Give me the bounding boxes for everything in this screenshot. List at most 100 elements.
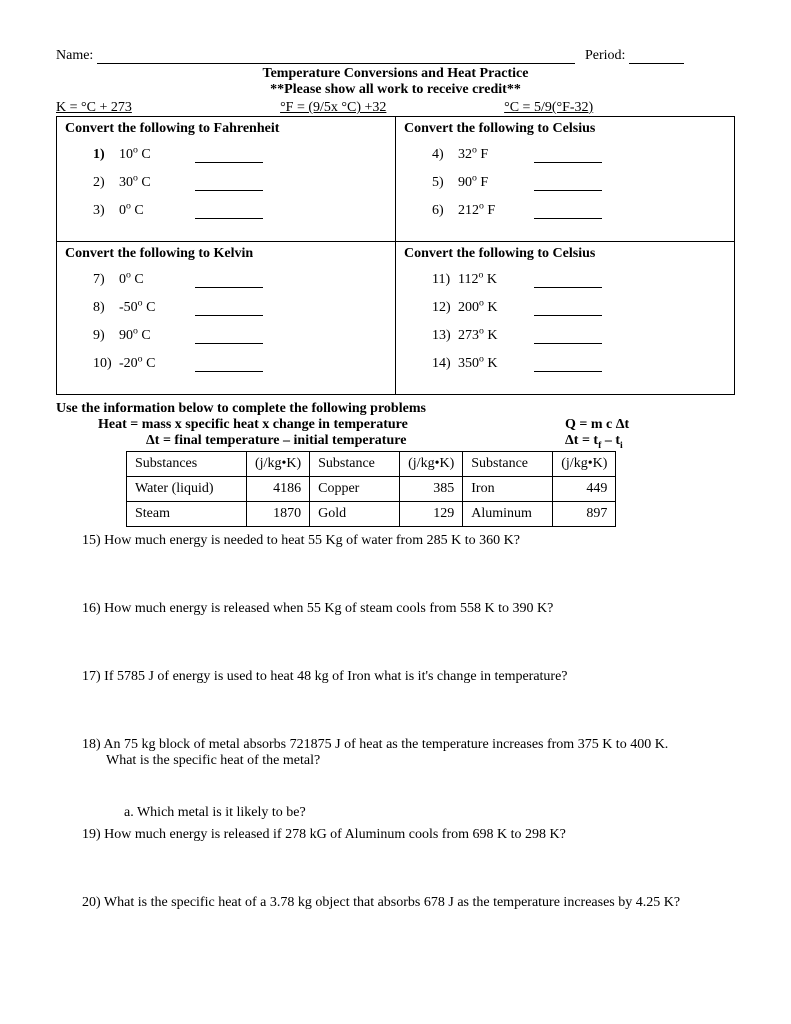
heat-eq2-left: Δt = final temperature – initial tempera… bbox=[146, 433, 565, 449]
head-fahrenheit: Convert the following to Fahrenheit bbox=[65, 121, 387, 137]
conversion-table: Convert the following to Fahrenheit 1)10… bbox=[56, 116, 735, 395]
answer-blank[interactable] bbox=[534, 358, 602, 372]
answer-blank[interactable] bbox=[534, 302, 602, 316]
sh-h3b: (j/kg•K) bbox=[553, 452, 616, 477]
conversion-item: 7)0o C bbox=[93, 272, 387, 288]
formula-c: °C = 5/9(°F-32) bbox=[504, 100, 593, 115]
conversion-item: 13)273o K bbox=[432, 328, 726, 344]
item-number: 2) bbox=[93, 175, 119, 191]
sh-r1a: Water (liquid) bbox=[127, 477, 247, 502]
conversion-item: 10)-20o C bbox=[93, 356, 387, 372]
item-value: 90o F bbox=[458, 175, 526, 191]
cell-celsius-b: Convert the following to Celsius 11)112o… bbox=[396, 242, 735, 395]
answer-blank[interactable] bbox=[195, 358, 263, 372]
conversion-item: 4)32o F bbox=[432, 147, 726, 163]
item-number: 1) bbox=[93, 147, 119, 163]
item-value: 112o K bbox=[458, 272, 526, 288]
sh-r2bv: 129 bbox=[400, 502, 463, 527]
conversion-item: 14)350o K bbox=[432, 356, 726, 372]
sh-r1av: 4186 bbox=[247, 477, 310, 502]
formulas-row: K = °C + 273 °F = (9/5x °C) +32 °C = 5/9… bbox=[56, 100, 735, 116]
answer-blank[interactable] bbox=[534, 274, 602, 288]
sh-r2c: Aluminum bbox=[463, 502, 553, 527]
sh-h1a: Substances bbox=[127, 452, 247, 477]
item-value: -20o C bbox=[119, 356, 187, 372]
item-number: 12) bbox=[432, 300, 458, 316]
problem-18: 18) An 75 kg block of metal absorbs 7218… bbox=[82, 737, 735, 769]
problem-17: 17) If 5785 J of energy is used to heat … bbox=[82, 669, 735, 685]
cell-celsius-a: Convert the following to Celsius 4)32o F… bbox=[396, 117, 735, 242]
conversion-item: 9)90o C bbox=[93, 328, 387, 344]
item-value: 273o K bbox=[458, 328, 526, 344]
sh-h1b: (j/kg•K) bbox=[247, 452, 310, 477]
problem-18-line2: What is the specific heat of the metal? bbox=[106, 753, 320, 768]
sh-h2b: (j/kg•K) bbox=[400, 452, 463, 477]
answer-blank[interactable] bbox=[195, 302, 263, 316]
answer-blank[interactable] bbox=[195, 205, 263, 219]
heat-eq2: Δt = final temperature – initial tempera… bbox=[146, 433, 735, 449]
eq2-mid: – t bbox=[601, 433, 620, 448]
item-number: 6) bbox=[432, 203, 458, 219]
eq2-sub-i: i bbox=[620, 440, 623, 451]
conversion-item: 2)30o C bbox=[93, 175, 387, 191]
sh-r1b: Copper bbox=[310, 477, 400, 502]
heat-eq1-right: Q = m c Δt bbox=[565, 417, 735, 433]
item-value: 90o C bbox=[119, 328, 187, 344]
answer-blank[interactable] bbox=[195, 330, 263, 344]
period-label: Period: bbox=[585, 48, 625, 64]
page-title-1: Temperature Conversions and Heat Practic… bbox=[56, 66, 735, 82]
item-number: 8) bbox=[93, 300, 119, 316]
conversion-item: 12)200o K bbox=[432, 300, 726, 316]
sh-r2b: Gold bbox=[310, 502, 400, 527]
item-number: 3) bbox=[93, 203, 119, 219]
period-blank[interactable] bbox=[629, 50, 684, 64]
item-value: 10o C bbox=[119, 147, 187, 163]
answer-blank[interactable] bbox=[534, 177, 602, 191]
item-number: 7) bbox=[93, 272, 119, 288]
item-value: 350o K bbox=[458, 356, 526, 372]
answer-blank[interactable] bbox=[534, 205, 602, 219]
problem-19: 19) How much energy is released if 278 k… bbox=[82, 827, 735, 843]
heat-eq1: Heat = mass x specific heat x change in … bbox=[98, 417, 735, 433]
name-blank[interactable] bbox=[97, 50, 575, 64]
sh-r1bv: 385 bbox=[400, 477, 463, 502]
answer-blank[interactable] bbox=[534, 149, 602, 163]
item-value: 0o C bbox=[119, 203, 187, 219]
cell-fahrenheit: Convert the following to Fahrenheit 1)10… bbox=[57, 117, 396, 242]
head-kelvin: Convert the following to Kelvin bbox=[65, 246, 387, 262]
answer-blank[interactable] bbox=[534, 330, 602, 344]
sh-r2cv: 897 bbox=[553, 502, 616, 527]
item-value: 212o F bbox=[458, 203, 526, 219]
item-value: 32o F bbox=[458, 147, 526, 163]
item-number: 9) bbox=[93, 328, 119, 344]
item-number: 11) bbox=[432, 272, 458, 288]
header-row: Name: Period: bbox=[56, 48, 735, 64]
name-label: Name: bbox=[56, 48, 93, 64]
sh-r2av: 1870 bbox=[247, 502, 310, 527]
answer-blank[interactable] bbox=[195, 274, 263, 288]
item-value: 0o C bbox=[119, 272, 187, 288]
head-celsius-b: Convert the following to Celsius bbox=[404, 246, 726, 262]
sh-h3a: Substance bbox=[463, 452, 553, 477]
item-number: 13) bbox=[432, 328, 458, 344]
formula-f: °F = (9/5x °C) +32 bbox=[280, 100, 386, 115]
period-field: Period: bbox=[585, 48, 735, 64]
heat-eq1-left: Heat = mass x specific heat x change in … bbox=[98, 417, 565, 433]
item-number: 4) bbox=[432, 147, 458, 163]
formula-k: K = °C + 273 bbox=[56, 100, 132, 115]
problem-20: 20) What is the specific heat of a 3.78 … bbox=[82, 895, 735, 911]
item-value: -50o C bbox=[119, 300, 187, 316]
item-value: 200o K bbox=[458, 300, 526, 316]
conversion-item: 11)112o K bbox=[432, 272, 726, 288]
sh-h2a: Substance bbox=[310, 452, 400, 477]
conversion-item: 1)10o C bbox=[93, 147, 387, 163]
specific-heat-table: Substances (j/kg•K) Substance (j/kg•K) S… bbox=[126, 451, 616, 527]
sh-r1c: Iron bbox=[463, 477, 553, 502]
problem-18-line1: 18) An 75 kg block of metal absorbs 7218… bbox=[82, 737, 668, 752]
answer-blank[interactable] bbox=[195, 177, 263, 191]
problem-15: 15) How much energy is needed to heat 55… bbox=[82, 533, 735, 549]
conversion-item: 6)212o F bbox=[432, 203, 726, 219]
answer-blank[interactable] bbox=[195, 149, 263, 163]
item-number: 14) bbox=[432, 356, 458, 372]
head-celsius-a: Convert the following to Celsius bbox=[404, 121, 726, 137]
